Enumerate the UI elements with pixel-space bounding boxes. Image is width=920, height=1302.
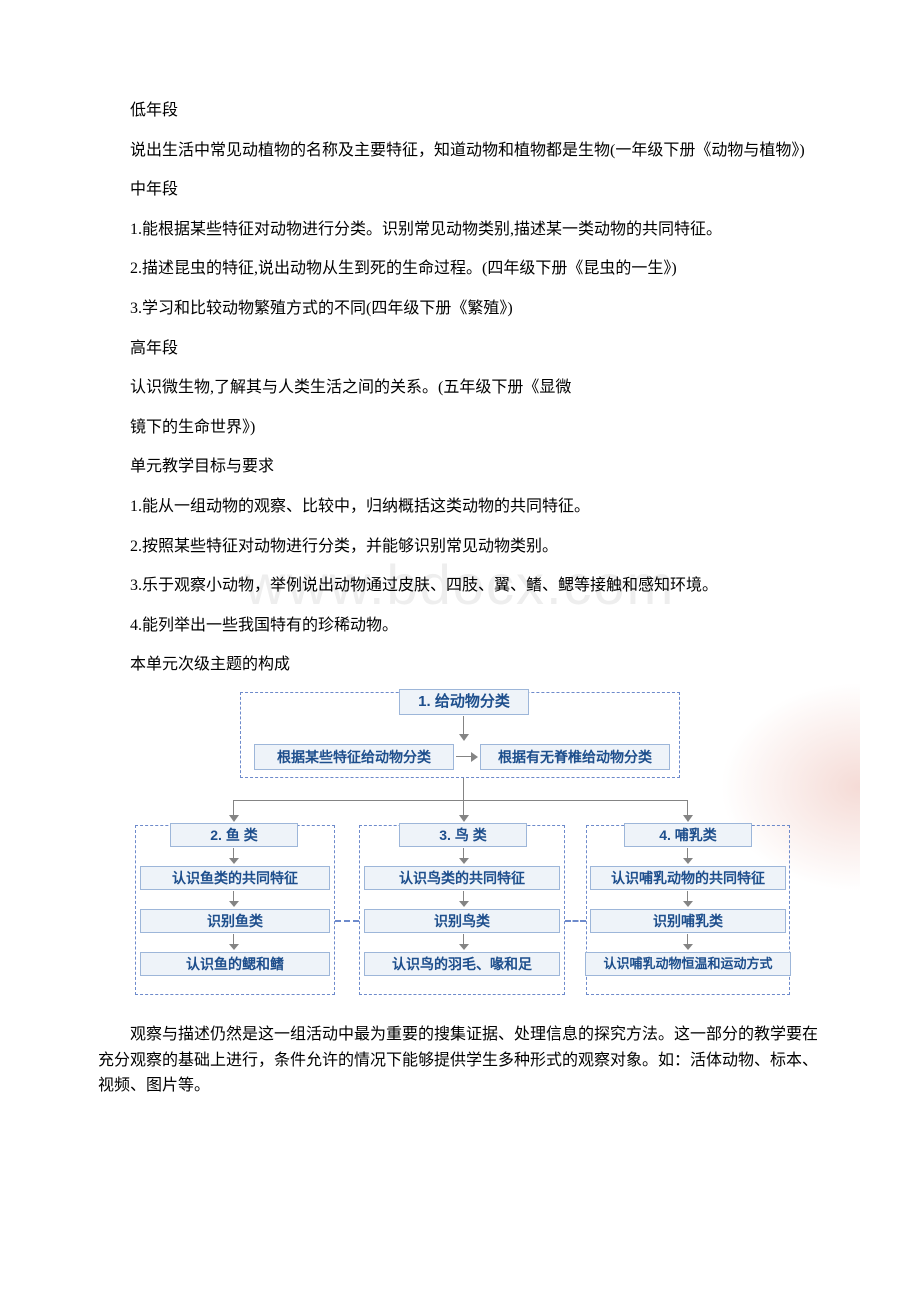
node-col3-title: 4. 哺乳类 <box>624 823 752 847</box>
bus-down-line <box>463 778 464 800</box>
para-high-desc-1: 认识微生物,了解其与人类生活之间的关系。(五年级下册《显微 <box>98 375 822 401</box>
para-high-desc-2: 镜下的生命世界》) <box>98 415 822 441</box>
node-mid-left: 根据某些特征给动物分类 <box>254 744 454 770</box>
document-content: 低年段 说出生活中常见动植物的名称及主要特征，知道动物和植物都是生物(一年级下册… <box>98 98 822 1099</box>
col2-arr3-line <box>463 934 464 944</box>
col1-arr3-head <box>229 944 239 950</box>
para-high-stage: 高年段 <box>98 336 822 362</box>
para-conclusion: 观察与描述仍然是这一组活动中最为重要的搜集证据、处理信息的探究方法。这一部分的教… <box>98 1022 822 1099</box>
bus-drop-1 <box>233 800 234 815</box>
para-mid-stage: 中年段 <box>98 177 822 203</box>
node-col2-a: 认识鸟类的共同特征 <box>364 866 560 890</box>
col2-arr2-line <box>463 891 464 901</box>
bus-drop-2 <box>463 800 464 815</box>
col3-arr1-head <box>683 858 693 864</box>
node-col1-title: 2. 鱼 类 <box>170 823 298 847</box>
col3-arr1-line <box>687 848 688 858</box>
node-col1-c: 认识鱼的鳃和鳍 <box>140 952 330 976</box>
col3-arr2-line <box>687 891 688 901</box>
para-subtopics-title: 本单元次级主题的构成 <box>98 652 822 678</box>
col1-arr3-line <box>233 934 234 944</box>
node-col3-a: 认识哺乳动物的共同特征 <box>590 866 786 890</box>
bus-drop-2-head <box>459 815 469 822</box>
col1-arr2-head <box>229 901 239 907</box>
cross-dash-2 <box>565 920 586 922</box>
col3-arr3-head <box>683 944 693 950</box>
col2-arr1-line <box>463 848 464 858</box>
node-col2-title: 3. 鸟 类 <box>399 823 527 847</box>
node-col2-c: 认识鸟的羽毛、喙和足 <box>364 952 560 976</box>
node-col3-c: 认识哺乳动物恒温和运动方式 <box>585 952 791 976</box>
para-low-stage-desc: 说出生活中常见动植物的名称及主要特征，知道动物和植物都是生物(一年级下册《动物与… <box>98 138 822 164</box>
col3-arr2-head <box>683 901 693 907</box>
node-top: 1. 给动物分类 <box>399 689 529 715</box>
bus-drop-1-head <box>229 815 239 822</box>
para-goal-1: 1.能从一组动物的观察、比较中，归纳概括这类动物的共同特征。 <box>98 494 822 520</box>
diagram-container: 1. 给动物分类 根据某些特征给动物分类 根据有无脊椎给动物分类 2. 鱼 类 … <box>130 692 790 1002</box>
arrow-top-down-line <box>463 716 464 734</box>
para-mid-3: 3.学习和比较动物繁殖方式的不同(四年级下册《繁殖》) <box>98 296 822 322</box>
para-mid-2: 2.描述昆虫的特征,说出动物从生到死的生命过程。(四年级下册《昆虫的一生》) <box>98 256 822 282</box>
para-mid-1: 1.能根据某些特征对动物进行分类。识别常见动物类别,描述某一类动物的共同特征。 <box>98 217 822 243</box>
node-col2-b: 识别鸟类 <box>364 909 560 933</box>
col1-arr2-line <box>233 891 234 901</box>
col2-arr3-head <box>459 944 469 950</box>
node-mid-right: 根据有无脊椎给动物分类 <box>480 744 670 770</box>
node-col1-b: 识别鱼类 <box>140 909 330 933</box>
para-goal-3: 3.乐于观察小动物，举例说出动物通过皮肤、四肢、翼、鳍、鳃等接触和感知环境。 <box>98 573 822 599</box>
col2-arr2-head <box>459 901 469 907</box>
bus-drop-3 <box>687 800 688 815</box>
bus-horizontal <box>233 800 687 801</box>
node-col1-a: 认识鱼类的共同特征 <box>140 866 330 890</box>
para-unit-goals-title: 单元教学目标与要求 <box>98 454 822 480</box>
node-col3-b: 识别哺乳类 <box>590 909 786 933</box>
col1-arr1-line <box>233 848 234 858</box>
para-goal-4: 4.能列举出一些我国特有的珍稀动物。 <box>98 613 822 639</box>
col1-arr1-head <box>229 858 239 864</box>
cross-dash-1 <box>335 920 359 922</box>
arrow-top-down-head <box>459 734 469 741</box>
col3-arr3-line <box>687 934 688 944</box>
col2-arr1-head <box>459 858 469 864</box>
bus-drop-3-head <box>683 815 693 822</box>
para-goal-2: 2.按照某些特征对动物进行分类，并能够识别常见动物类别。 <box>98 534 822 560</box>
arrow-mid-right-head <box>471 752 478 762</box>
arrow-mid-right-line <box>456 756 471 757</box>
para-low-stage: 低年段 <box>98 98 822 124</box>
